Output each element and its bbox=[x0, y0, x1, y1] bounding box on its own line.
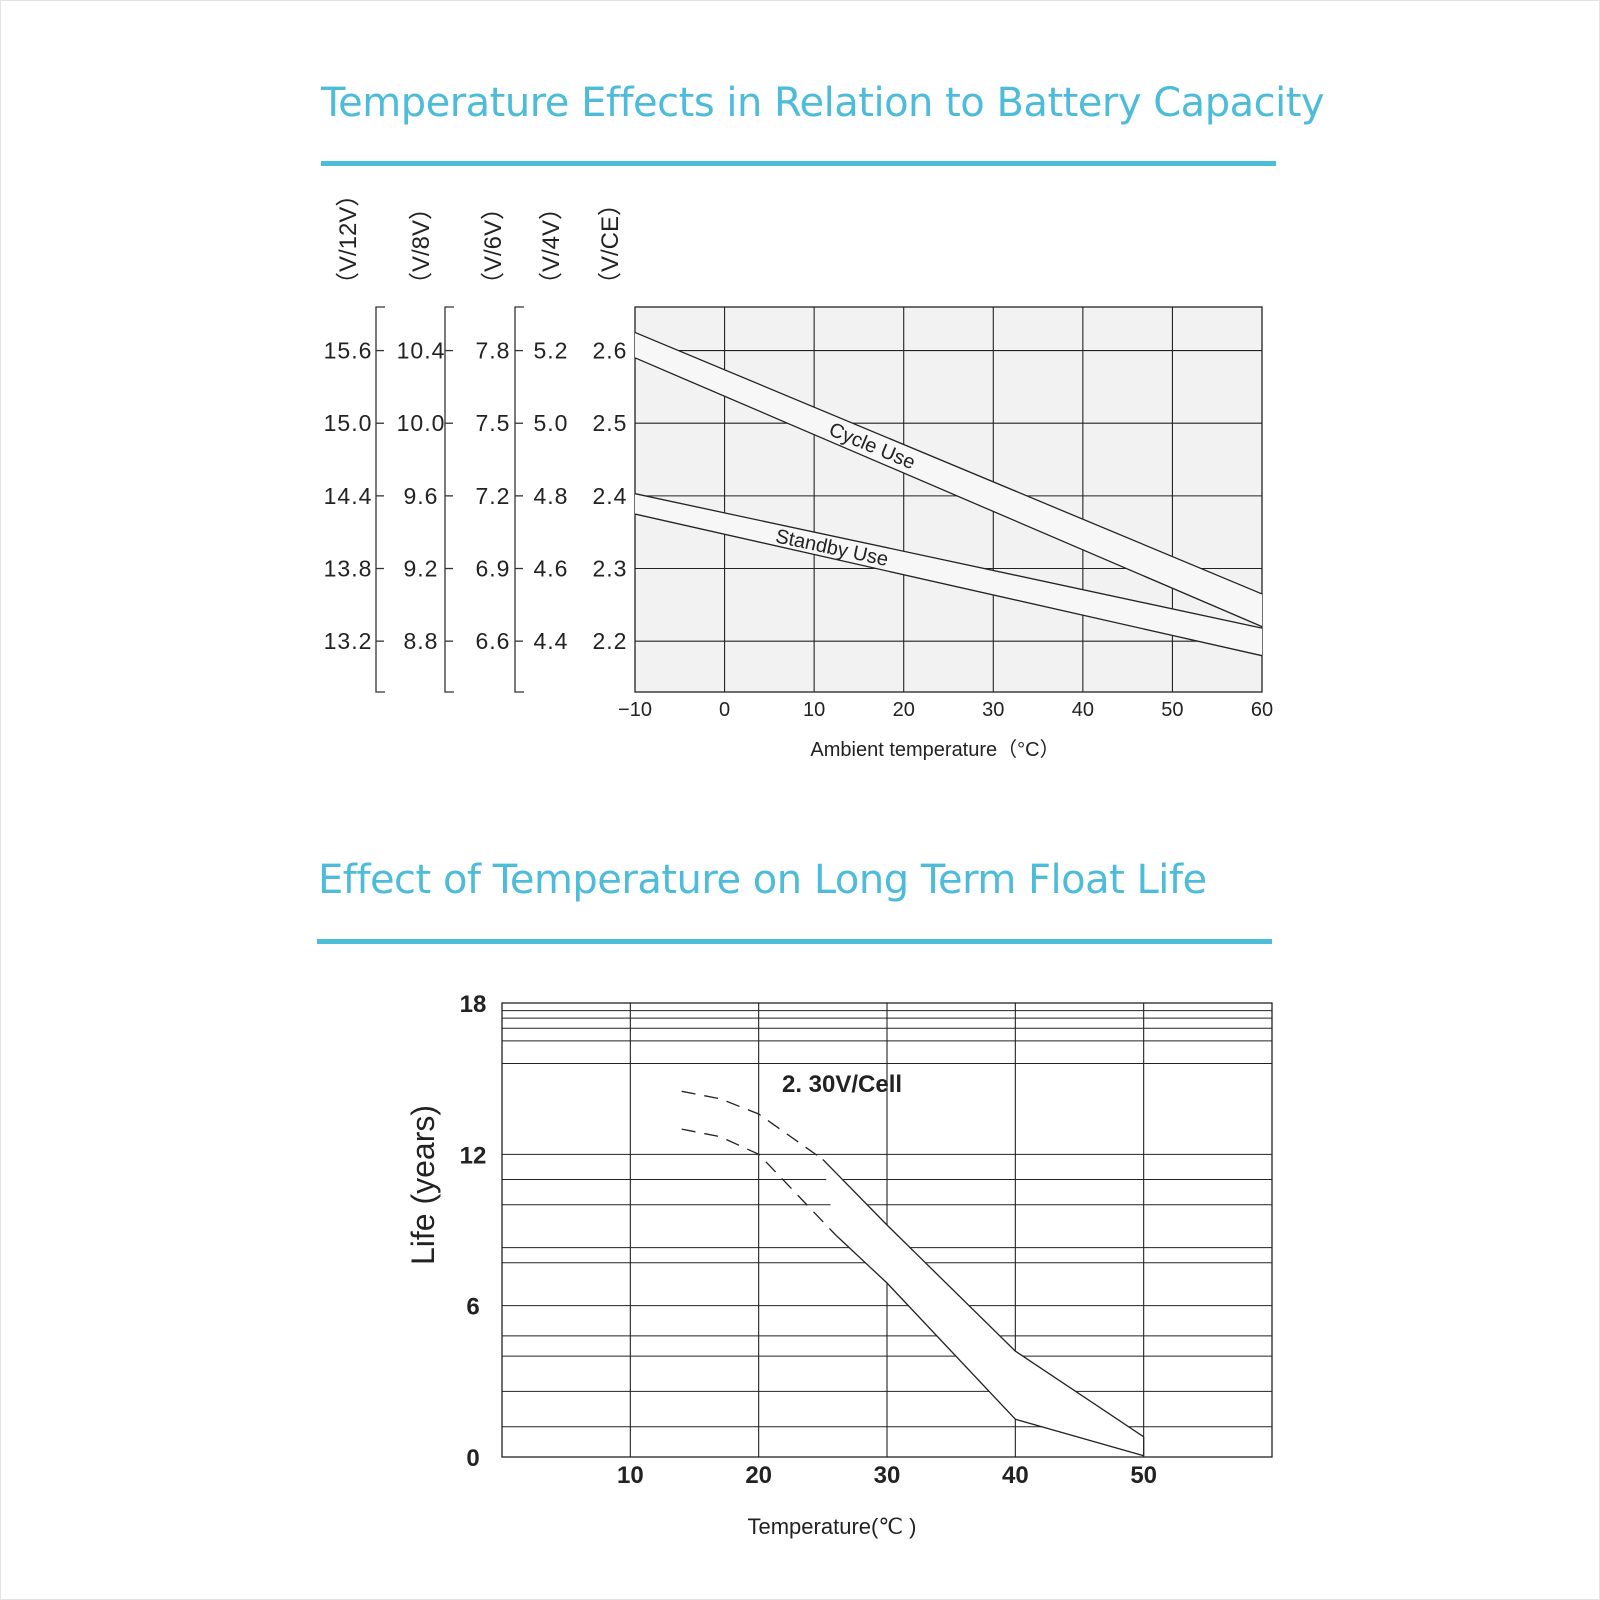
x-tick-label: 40 bbox=[1072, 699, 1094, 721]
y-tick-label: 2.4 bbox=[593, 483, 628, 509]
chart2-title: Effect of Temperature on Long Term Float… bbox=[318, 857, 1207, 903]
band-lower-line-1 bbox=[634, 513, 1263, 657]
cell-voltage-annotation: 2. 30V/Cell bbox=[782, 1071, 902, 1098]
x-tick-label: 30 bbox=[982, 699, 1004, 721]
x-tick-label: 30 bbox=[874, 1462, 901, 1489]
y-tick-label: 6 bbox=[466, 1294, 479, 1321]
y-tick-label: 4.4 bbox=[534, 628, 569, 654]
x-tick-label: 20 bbox=[745, 1462, 772, 1489]
y-tick-label: 13.2 bbox=[324, 628, 373, 654]
axis-bracket-1 bbox=[444, 306, 454, 693]
x-tick-label: 0 bbox=[719, 699, 730, 721]
x-axis-label: Temperature(℃ ) bbox=[748, 1514, 917, 1539]
y-tick-label: 10.4 bbox=[397, 338, 446, 364]
y-tick-label: 6.6 bbox=[476, 628, 511, 654]
chart2-title-rule bbox=[317, 939, 1272, 944]
y-axis-label: Life (years) bbox=[405, 1105, 441, 1265]
band-upper-line-0 bbox=[634, 331, 1263, 595]
x-tick-label: −10 bbox=[618, 699, 652, 721]
band-lower-line-0 bbox=[634, 357, 1263, 628]
y-tick-label: 15.6 bbox=[324, 338, 373, 364]
y-tick-label: 12 bbox=[460, 1142, 487, 1169]
x-tick-label: 40 bbox=[1002, 1462, 1029, 1489]
y-axis-label-2: （V/6V） bbox=[480, 196, 507, 296]
y-tick-label: 0 bbox=[466, 1445, 479, 1472]
life-band-fill bbox=[822, 1159, 1144, 1456]
y-tick-label: 10.0 bbox=[397, 410, 446, 436]
chart1-title-rule bbox=[321, 161, 1276, 166]
band-fill-1 bbox=[635, 493, 1262, 656]
float-life-chart: 2. 30V/Cell 10 20 30 40 50 0 6 12 18 Temperature(℃… bbox=[405, 991, 1273, 1539]
y-tick-label: 6.9 bbox=[476, 556, 511, 582]
y-tick-label: 7.5 bbox=[476, 410, 511, 436]
y-tick-label: 14.4 bbox=[324, 483, 373, 509]
y-tick-label: 7.2 bbox=[476, 483, 511, 509]
y-tick-label: 2.3 bbox=[593, 556, 628, 582]
y-tick-label: 4.6 bbox=[534, 556, 569, 582]
y-tick-label: 13.8 bbox=[324, 556, 373, 582]
y-tick-label: 18 bbox=[460, 991, 487, 1018]
chart1-title: Temperature Effects in Relation to Batte… bbox=[321, 80, 1325, 126]
x-tick-label: 60 bbox=[1251, 699, 1273, 721]
x-tick-label: 20 bbox=[893, 699, 915, 721]
band-upper-line-1 bbox=[634, 493, 1263, 629]
y-axis-label-4: （V/CE） bbox=[597, 192, 624, 296]
life-curve-upper bbox=[822, 1158, 1145, 1438]
axis-bracket-2 bbox=[514, 306, 524, 693]
y-tick-label: 7.8 bbox=[476, 338, 511, 364]
y-tick-label: 2.2 bbox=[593, 628, 628, 654]
life-curve-lower bbox=[835, 1234, 1144, 1457]
y-tick-label: 2.6 bbox=[593, 338, 628, 364]
x-tick-label: 10 bbox=[803, 699, 825, 721]
x-tick-label: 50 bbox=[1161, 699, 1183, 721]
y-tick-label: 9.6 bbox=[404, 483, 439, 509]
axis-bracket-0 bbox=[375, 306, 385, 693]
life-curve-dashed-upper bbox=[681, 1090, 824, 1160]
y-tick-label: 8.8 bbox=[404, 628, 439, 654]
x-tick-label: 50 bbox=[1130, 1462, 1157, 1489]
y-axis-label-3: （V/4V） bbox=[538, 196, 565, 296]
y-tick-label: 5.0 bbox=[534, 410, 569, 436]
band-fill-0 bbox=[635, 332, 1262, 627]
y-axis-label-1: （V/8V） bbox=[408, 196, 435, 296]
y-axis-label-0: （V/12V） bbox=[335, 183, 362, 296]
x-axis-label: Ambient temperature（°C） bbox=[810, 738, 1059, 761]
y-tick-label: 5.2 bbox=[534, 338, 569, 364]
y-tick-label: 15.0 bbox=[324, 410, 373, 436]
y-tick-label: 9.2 bbox=[404, 556, 439, 582]
y-tick-label: 2.5 bbox=[593, 410, 628, 436]
y-tick-label: 4.8 bbox=[534, 483, 569, 509]
x-tick-label: 10 bbox=[617, 1462, 644, 1489]
